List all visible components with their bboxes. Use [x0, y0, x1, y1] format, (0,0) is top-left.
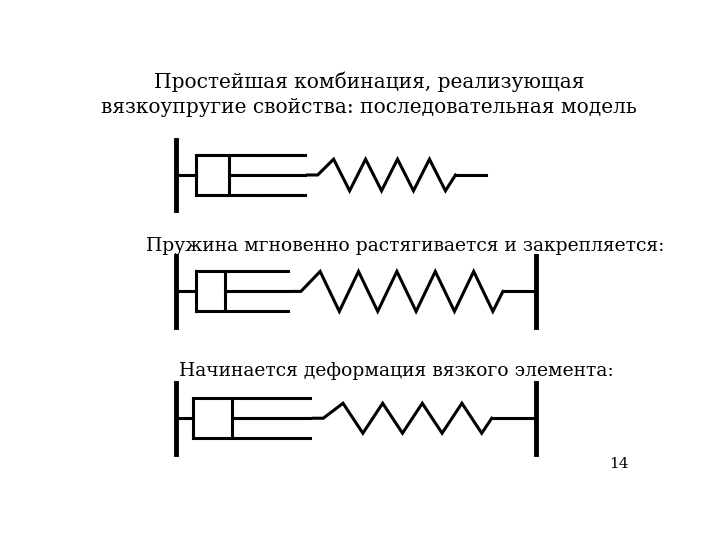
Text: 14: 14 — [609, 457, 629, 471]
Text: Начинается деформация вязкого элемента:: Начинается деформация вязкого элемента: — [179, 362, 614, 380]
Text: Простейшая комбинация, реализующая
вязкоупругие свойства: последовательная модел: Простейшая комбинация, реализующая вязко… — [101, 71, 637, 117]
Text: Пружина мгновенно растягивается и закрепляется:: Пружина мгновенно растягивается и закреп… — [145, 238, 664, 255]
